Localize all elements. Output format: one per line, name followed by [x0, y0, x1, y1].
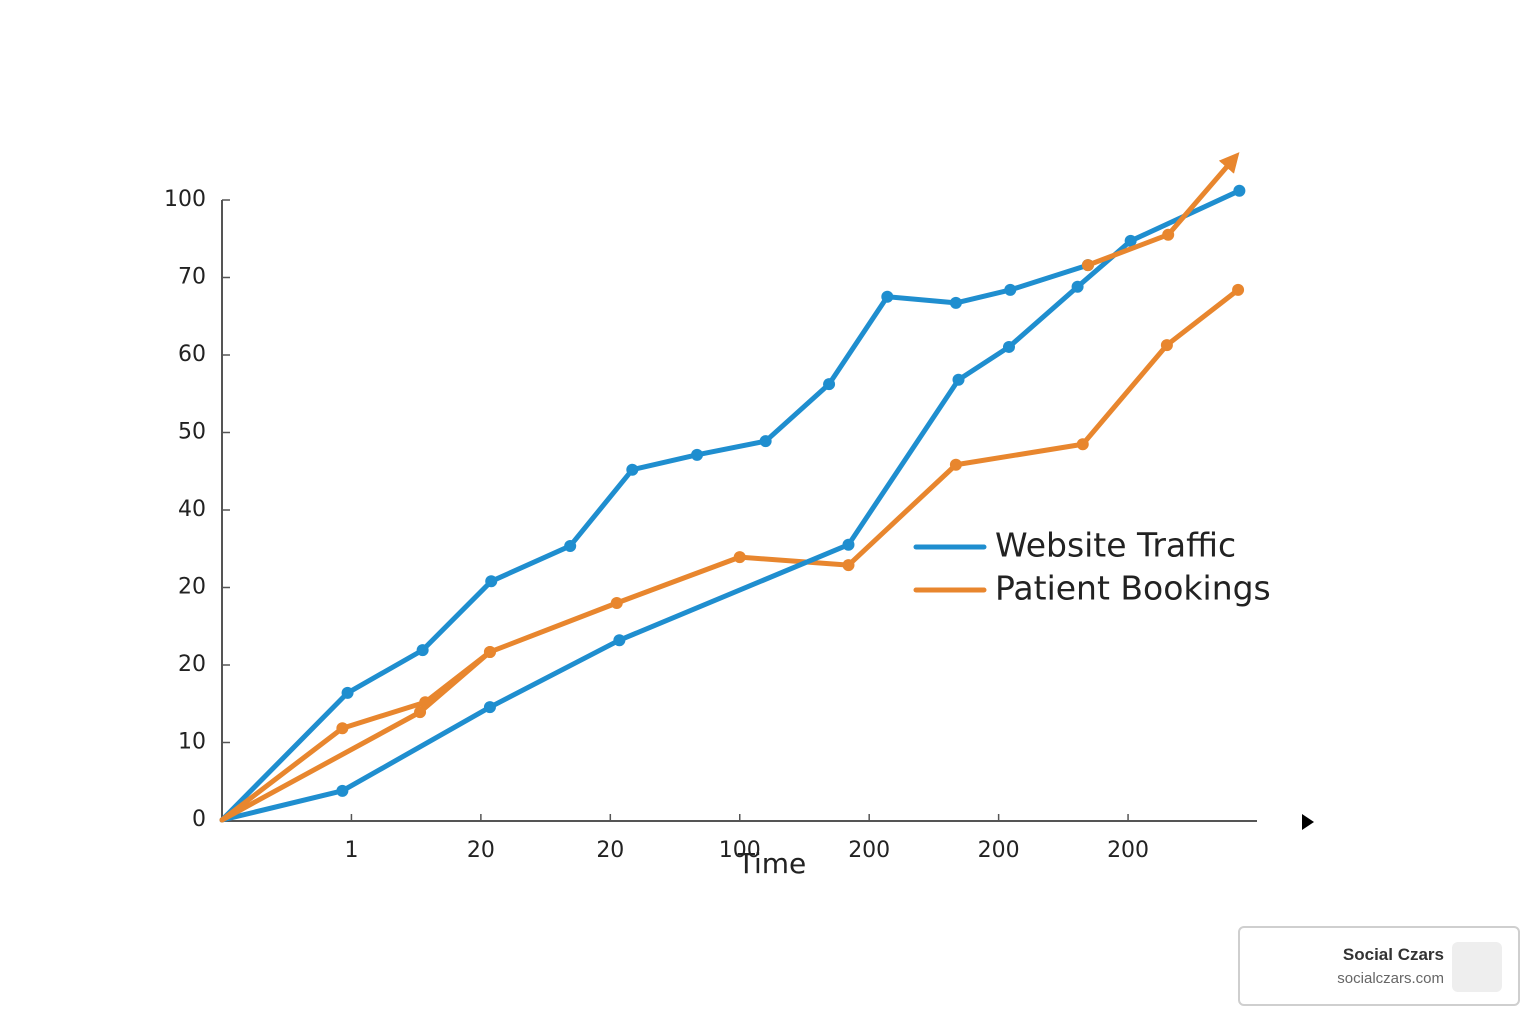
point: [691, 448, 704, 461]
x-tick-label: 20: [596, 838, 624, 863]
point: [1002, 340, 1015, 353]
y-tick-label: 70: [178, 265, 206, 290]
point: [1124, 234, 1137, 247]
point: [564, 539, 577, 552]
point: [1081, 259, 1094, 272]
x-tick-label: 1: [344, 838, 358, 863]
point: [1071, 280, 1084, 293]
point: [1233, 184, 1246, 197]
y-tick-label: 10: [178, 730, 206, 755]
point: [1232, 283, 1245, 296]
y-tick-label: 100: [164, 187, 206, 212]
y-tick-label: 50: [178, 420, 206, 445]
axis-arrow: [1302, 814, 1314, 830]
point: [949, 458, 962, 471]
point: [733, 551, 746, 564]
series-line: [219, 262, 1091, 823]
point: [483, 645, 496, 658]
y-tick-label: 20: [178, 652, 206, 677]
point: [1160, 339, 1173, 352]
point: [1076, 438, 1089, 451]
x-tick-label: 20: [467, 838, 495, 863]
point: [416, 644, 429, 657]
x-axis-label: Time: [737, 847, 807, 880]
x-tick-label: 100: [719, 838, 761, 863]
point: [952, 373, 965, 386]
point: [842, 559, 855, 572]
point: [610, 597, 623, 609]
point: [823, 378, 836, 391]
point: [949, 296, 962, 309]
point: [1004, 283, 1017, 296]
y-tick-label: 40: [178, 497, 206, 522]
legend-label: Patient Bookings: [995, 569, 1271, 608]
x-tick-label: 200: [978, 838, 1020, 863]
watermark-icon: [1452, 942, 1502, 992]
point: [341, 686, 354, 699]
point: [613, 634, 626, 647]
watermark-title: Social Czars: [1342, 945, 1444, 964]
y-tick-label: 60: [178, 342, 206, 367]
point: [842, 538, 855, 551]
point: [485, 575, 498, 588]
x-tick-label: 200: [848, 838, 890, 863]
point: [483, 701, 496, 714]
x-tick-label: 200: [1107, 838, 1149, 863]
y-tick-label: 0: [192, 807, 206, 832]
point: [759, 435, 772, 448]
watermark: Social Czars socialczars.com: [1238, 926, 1520, 1006]
watermark-url: socialczars.com: [1337, 970, 1444, 987]
point: [414, 706, 427, 719]
y-tick-label: 20: [178, 575, 206, 600]
point: [336, 784, 349, 797]
point: [881, 290, 894, 303]
series-line: [219, 188, 1242, 823]
point: [336, 722, 349, 735]
point: [1162, 228, 1175, 241]
legend-label: Website Traffic: [995, 526, 1236, 565]
point: [626, 463, 639, 476]
